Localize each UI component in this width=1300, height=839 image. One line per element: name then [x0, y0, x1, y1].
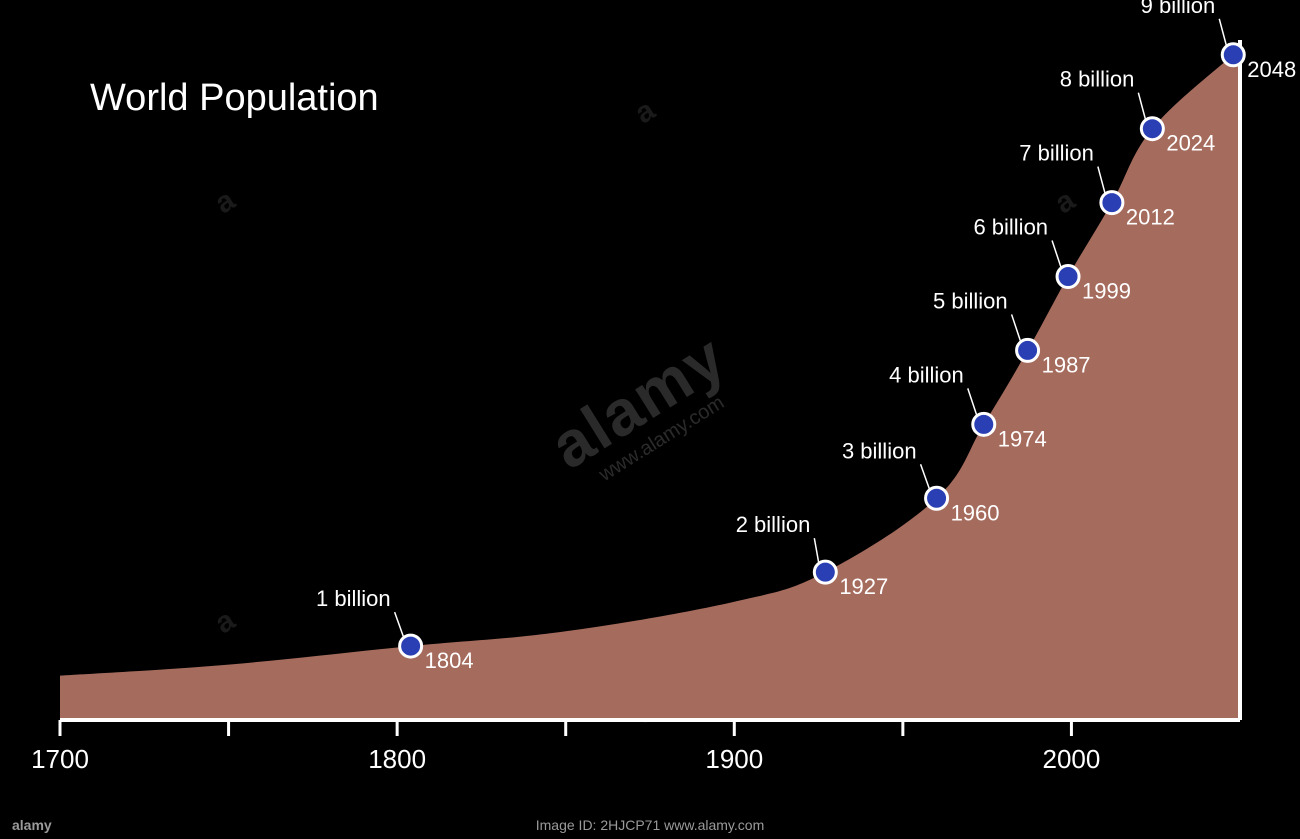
- point-year: 1804: [425, 648, 474, 673]
- point-year: 1927: [839, 574, 888, 599]
- data-marker: [1101, 192, 1123, 214]
- point-year: 1987: [1042, 352, 1091, 377]
- chart-title: World Population: [90, 77, 379, 119]
- point-label: 9 billion: [1141, 0, 1216, 18]
- data-marker: [1222, 44, 1244, 66]
- point-year: 1974: [998, 426, 1047, 451]
- x-tick-label: 1900: [705, 744, 763, 774]
- data-marker: [973, 413, 995, 435]
- data-marker: [1057, 266, 1079, 288]
- data-marker: [814, 561, 836, 583]
- data-marker: [926, 487, 948, 509]
- point-label: 4 billion: [889, 362, 964, 387]
- point-label: 7 billion: [1019, 141, 1094, 166]
- data-marker: [1141, 118, 1163, 140]
- chart-container: alamywww.alamy.comaaaaaa1700180019002000…: [0, 0, 1300, 839]
- point-label: 2 billion: [736, 512, 811, 537]
- data-marker: [400, 635, 422, 657]
- point-label: 8 billion: [1060, 67, 1135, 92]
- x-tick-label: 1700: [31, 744, 89, 774]
- point-label: 5 billion: [933, 288, 1008, 313]
- point-year: 2024: [1166, 131, 1215, 156]
- point-label: 1 billion: [316, 586, 391, 611]
- point-year: 2048: [1247, 57, 1296, 82]
- point-year: 2012: [1126, 205, 1175, 230]
- point-year: 1960: [951, 500, 1000, 525]
- data-marker: [1017, 339, 1039, 361]
- point-label: 3 billion: [842, 438, 917, 463]
- chart-svg: alamywww.alamy.comaaaaaa1700180019002000…: [0, 0, 1300, 839]
- x-tick-label: 1800: [368, 744, 426, 774]
- x-tick-label: 2000: [1043, 744, 1101, 774]
- point-label: 6 billion: [973, 215, 1048, 240]
- point-year: 1999: [1082, 279, 1131, 304]
